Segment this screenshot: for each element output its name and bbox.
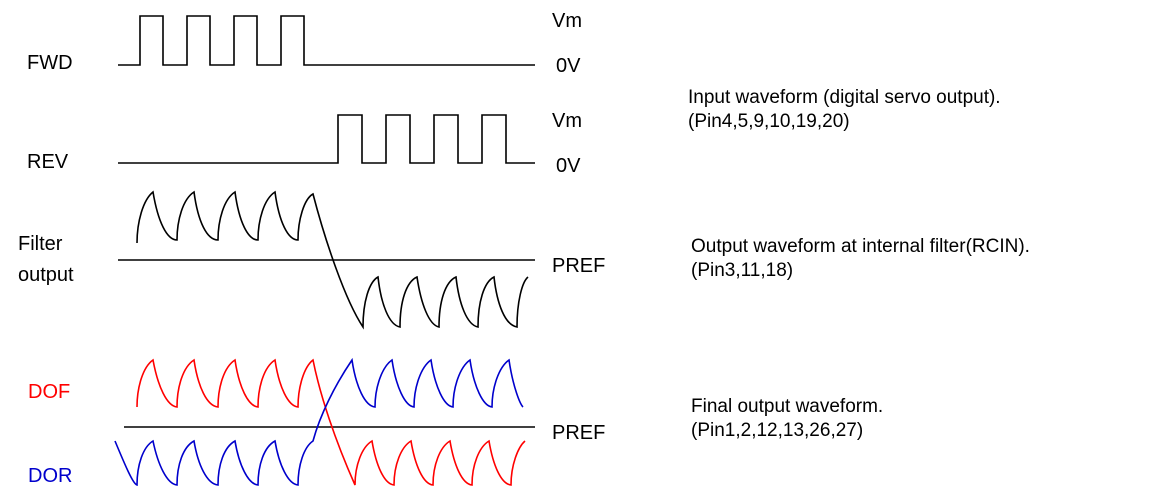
rev-label: REV xyxy=(27,151,69,173)
filter-output-label-line2: output xyxy=(18,264,74,286)
input-note-line1: Input waveform (digital servo output). xyxy=(688,87,1001,108)
rev-0v-label: 0V xyxy=(556,155,581,177)
filter-note-line2: (Pin3,11,18) xyxy=(691,260,793,281)
filter-note-line1: Output waveform at internal filter(RCIN)… xyxy=(691,236,1030,257)
filter-waveform xyxy=(136,190,529,330)
filter-output-label-line1: Filter xyxy=(18,233,63,255)
final-note-line2: (Pin1,2,12,13,26,27) xyxy=(691,420,863,441)
fwd-0v-label: 0V xyxy=(556,55,581,77)
rev-vm-label: Vm xyxy=(552,110,582,132)
fwd-waveform xyxy=(118,15,340,66)
fwd-vm-label: Vm xyxy=(552,10,582,32)
dor-label: DOR xyxy=(28,465,72,487)
fwd-label: FWD xyxy=(27,52,73,74)
final-pref-label: PREF xyxy=(552,422,605,444)
filter-pref-label: PREF xyxy=(552,255,605,277)
input-note-line2: (Pin4,5,9,10,19,20) xyxy=(688,111,850,132)
dor-waveform xyxy=(114,357,524,487)
final-note-line1: Final output waveform. xyxy=(691,396,883,417)
dof-label: DOF xyxy=(28,381,70,403)
rev-waveform xyxy=(318,114,535,164)
dof-waveform xyxy=(136,358,526,486)
